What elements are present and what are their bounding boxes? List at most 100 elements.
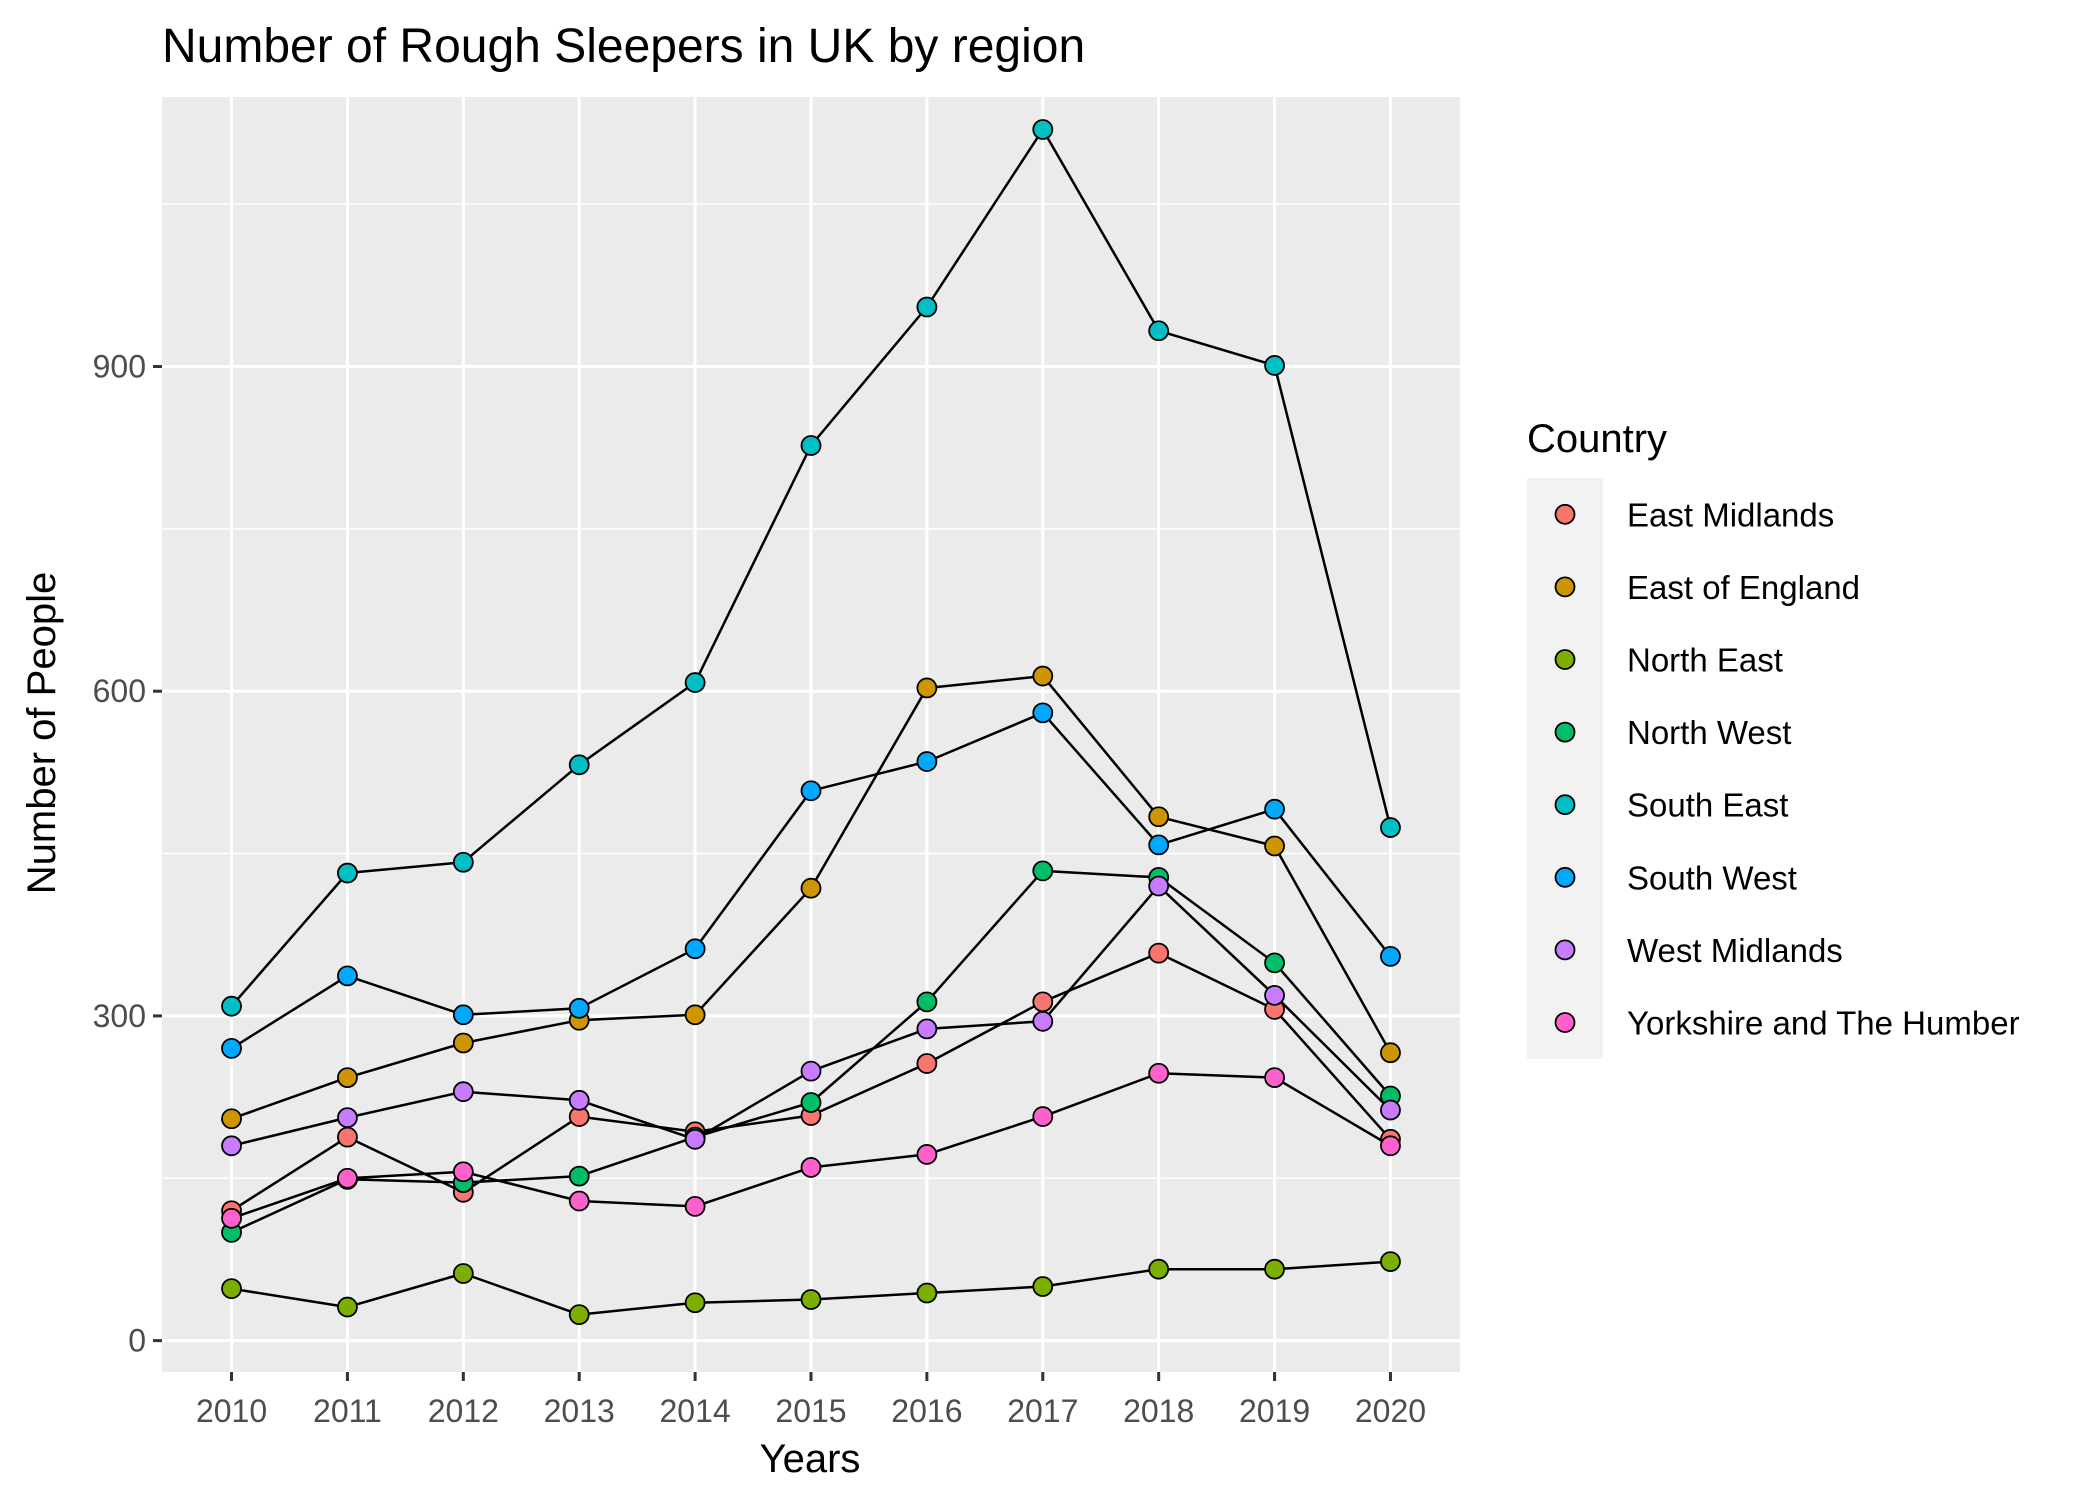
- data-point: [1264, 355, 1285, 376]
- data-point: [800, 780, 822, 802]
- data-point: [1380, 1042, 1401, 1064]
- legend-label: North West: [1627, 714, 1791, 751]
- data-point: [221, 995, 242, 1017]
- data-point: [1264, 952, 1285, 974]
- legend-key: [1554, 721, 1576, 743]
- legend-key: [1554, 576, 1576, 598]
- data-point: [1032, 1010, 1054, 1032]
- data-point: [916, 1018, 938, 1040]
- data-point: [1032, 119, 1054, 140]
- legend-key-background: [1527, 478, 1603, 1059]
- data-point: [916, 1053, 938, 1074]
- y-axis-title: Number of People: [20, 572, 64, 894]
- data-point: [337, 965, 358, 987]
- y-tick-label: 600: [93, 673, 146, 709]
- x-axis: 2010 2011 2012 2013 2014 2015 2016 2017 2018 2019…: [196, 1372, 1426, 1429]
- data-point: [800, 1157, 822, 1178]
- data-point: [337, 1296, 358, 1318]
- data-point: [1032, 860, 1054, 882]
- x-tick-label: 2018: [1123, 1393, 1194, 1429]
- grid-lines: [162, 97, 1460, 1372]
- data-point: [568, 1089, 590, 1111]
- legend-key: [1554, 649, 1576, 670]
- data-point: [684, 1004, 706, 1026]
- data-point: [568, 1304, 590, 1326]
- data-point: [1032, 1106, 1054, 1127]
- data-point: [1380, 1251, 1401, 1273]
- data-point: [1264, 1067, 1285, 1089]
- legend-title: Country: [1527, 417, 1667, 461]
- legend-label: Yorkshire and The Humber: [1627, 1005, 2020, 1042]
- legend-key: [1554, 866, 1576, 888]
- data-point: [800, 877, 822, 899]
- data-point: [800, 435, 822, 456]
- data-point: [337, 1167, 358, 1189]
- data-point: [916, 991, 938, 1013]
- data-point: [1032, 665, 1054, 687]
- legend-key: [1554, 794, 1576, 816]
- legend-label: East Midlands: [1627, 496, 1834, 533]
- data-point: [1264, 984, 1285, 1006]
- x-tick-label: 2012: [428, 1393, 499, 1429]
- legend-label: West Midlands: [1627, 932, 1843, 969]
- data-point: [221, 1108, 242, 1130]
- x-tick-label: 2015: [775, 1393, 846, 1429]
- data-point: [1148, 942, 1170, 964]
- data-point: [1148, 1258, 1170, 1280]
- data-point: [452, 1004, 474, 1026]
- data-point: [221, 1135, 242, 1157]
- y-axis: 0 300 600 900: [93, 349, 162, 1359]
- legend-items: East Midlands East of England North East No…: [1554, 496, 2020, 1042]
- chart-title: Number of Rough Sleepers in UK by region: [162, 20, 1085, 73]
- data-point: [1380, 1135, 1401, 1157]
- x-tick-label: 2014: [660, 1393, 731, 1429]
- data-point: [684, 672, 706, 693]
- x-tick-label: 2019: [1239, 1393, 1310, 1429]
- data-point: [452, 1161, 474, 1183]
- data-point: [221, 1278, 242, 1300]
- data-point: [1148, 806, 1170, 828]
- legend-key: [1554, 1012, 1576, 1033]
- data-point: [1032, 1276, 1054, 1297]
- data-point: [1148, 875, 1170, 897]
- data-point: [800, 1092, 822, 1113]
- data-point: [916, 1282, 938, 1304]
- data-point: [1148, 320, 1170, 342]
- x-tick-label: 2013: [544, 1393, 615, 1429]
- data-point: [1380, 817, 1401, 838]
- data-point: [337, 862, 358, 884]
- data-point: [1032, 702, 1054, 724]
- legend: Country East Midlands East of England Nort…: [1527, 417, 2020, 1059]
- data-point: [1380, 1099, 1401, 1121]
- data-point: [916, 677, 938, 699]
- data-point: [452, 1081, 474, 1103]
- data-point: [916, 1144, 938, 1165]
- data-point: [337, 1107, 358, 1129]
- legend-key: [1554, 939, 1576, 961]
- data-point: [452, 1263, 474, 1284]
- data-point: [684, 938, 706, 960]
- data-point: [452, 851, 474, 873]
- data-point: [684, 1128, 706, 1150]
- data-point: [568, 1165, 590, 1187]
- data-point: [568, 1190, 590, 1212]
- data-point: [452, 1032, 474, 1054]
- data-point: [800, 1060, 822, 1082]
- data-point: [337, 1126, 358, 1148]
- data-point: [916, 296, 938, 318]
- x-tick-label: 2020: [1355, 1393, 1426, 1429]
- data-point: [221, 1207, 242, 1229]
- legend-label: North East: [1627, 642, 1783, 679]
- data-point: [684, 1292, 706, 1314]
- data-point: [800, 1289, 822, 1310]
- data-point: [337, 1067, 358, 1089]
- legend-label: South East: [1627, 787, 1788, 824]
- series-layer: [221, 119, 1401, 1326]
- y-tick-label: 300: [93, 998, 146, 1034]
- y-tick-label: 900: [93, 349, 146, 385]
- legend-label: East of England: [1627, 569, 1860, 606]
- x-tick-label: 2010: [196, 1393, 267, 1429]
- data-point: [916, 751, 938, 772]
- data-point: [1148, 1062, 1170, 1084]
